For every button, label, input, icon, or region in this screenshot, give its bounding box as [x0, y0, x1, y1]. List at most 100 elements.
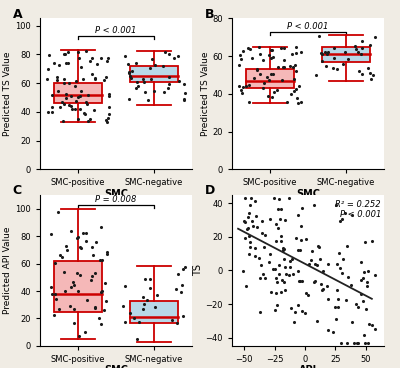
Point — [145, 98, 152, 103]
Point — [251, 75, 257, 81]
Point — [309, 248, 315, 254]
Point — [280, 245, 286, 251]
Point — [166, 81, 172, 87]
Point — [358, 52, 364, 57]
Point — [267, 216, 274, 222]
Point — [105, 55, 111, 61]
Point — [240, 84, 246, 90]
Point — [241, 219, 248, 225]
Point — [92, 76, 99, 82]
Point — [286, 272, 292, 278]
Point — [128, 75, 134, 81]
Point — [313, 72, 320, 78]
Point — [270, 71, 276, 77]
Point — [372, 34, 378, 40]
Point — [289, 256, 296, 262]
Point — [273, 238, 280, 244]
Point — [83, 49, 89, 54]
Point — [334, 287, 340, 293]
Point — [97, 257, 103, 263]
Point — [75, 55, 82, 61]
Point — [152, 304, 158, 310]
Point — [343, 297, 350, 302]
Point — [293, 50, 300, 56]
Point — [88, 55, 95, 61]
Point — [126, 70, 132, 76]
Y-axis label: Predicted TS Value: Predicted TS Value — [4, 52, 12, 136]
Point — [281, 64, 287, 70]
Point — [286, 195, 292, 201]
Point — [283, 270, 289, 276]
Point — [246, 210, 252, 216]
Point — [317, 281, 324, 287]
Point — [332, 304, 339, 310]
Point — [247, 239, 254, 245]
Point — [260, 80, 267, 86]
Point — [71, 82, 78, 88]
Point — [61, 269, 67, 275]
Point — [292, 309, 298, 315]
Point — [140, 294, 146, 300]
Point — [320, 268, 326, 274]
Point — [293, 68, 299, 74]
Point — [78, 64, 84, 70]
Point — [62, 243, 69, 249]
Point — [162, 49, 168, 54]
Point — [45, 109, 52, 114]
Point — [144, 297, 151, 303]
Text: C: C — [13, 184, 22, 198]
Point — [151, 88, 157, 94]
Point — [334, 261, 340, 267]
Point — [359, 71, 366, 77]
Point — [353, 301, 360, 307]
Point — [332, 202, 339, 208]
Point — [78, 245, 84, 251]
Point — [180, 312, 186, 318]
Point — [368, 77, 374, 82]
Text: P < 0.001: P < 0.001 — [287, 22, 329, 31]
Point — [237, 52, 244, 58]
Point — [74, 95, 81, 100]
Point — [270, 54, 276, 60]
Point — [290, 64, 296, 70]
Point — [325, 49, 331, 55]
Point — [311, 279, 318, 284]
Point — [246, 46, 253, 52]
Point — [344, 340, 350, 346]
Point — [148, 56, 155, 62]
Point — [330, 65, 336, 71]
Point — [76, 93, 83, 99]
Point — [246, 82, 252, 88]
Point — [293, 45, 299, 50]
Bar — [130, 66, 178, 82]
Point — [261, 244, 268, 250]
Point — [50, 60, 57, 66]
Point — [103, 117, 110, 123]
Point — [318, 50, 324, 56]
Point — [237, 87, 244, 93]
Point — [264, 75, 270, 81]
Point — [245, 214, 252, 220]
Point — [91, 304, 98, 310]
Point — [246, 233, 252, 238]
Point — [248, 195, 254, 201]
Point — [345, 56, 351, 62]
Point — [61, 80, 67, 86]
Point — [64, 247, 70, 253]
Point — [52, 260, 58, 266]
Point — [134, 79, 140, 85]
Point — [166, 74, 172, 80]
Point — [364, 279, 370, 285]
Point — [182, 264, 188, 270]
Bar — [130, 301, 178, 323]
Point — [52, 291, 58, 297]
Point — [102, 280, 108, 286]
Point — [295, 212, 301, 217]
Point — [240, 217, 247, 223]
Point — [260, 85, 266, 91]
X-axis label: SMC: SMC — [296, 189, 320, 199]
Point — [260, 57, 266, 63]
Point — [69, 106, 75, 112]
Point — [350, 340, 357, 346]
Point — [274, 88, 280, 93]
